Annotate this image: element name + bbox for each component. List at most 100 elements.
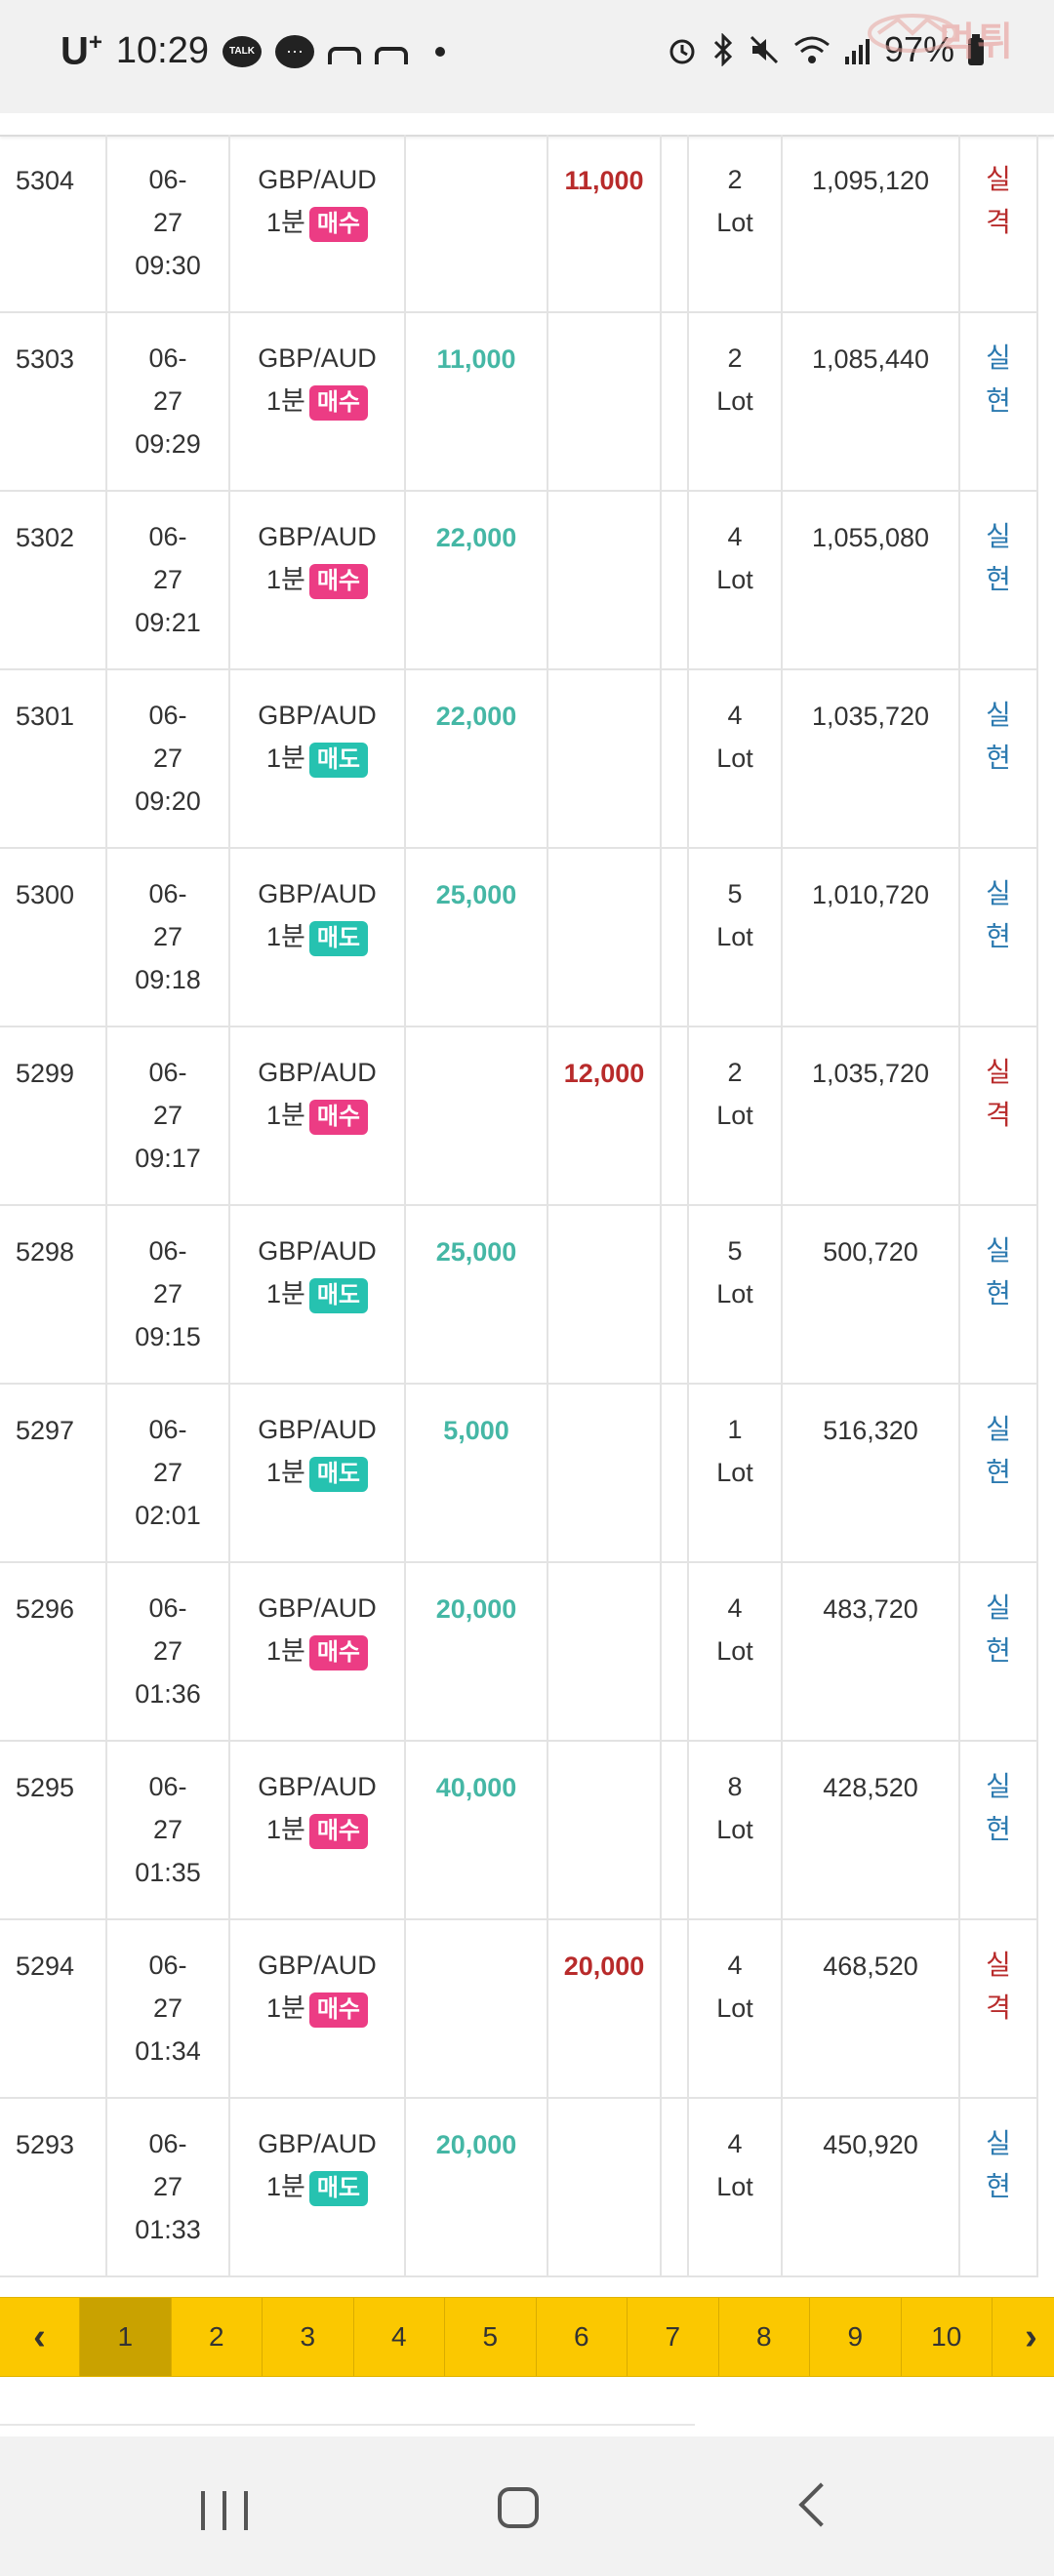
trade-time: 09:29 xyxy=(135,429,201,459)
pair-detail: 1분 매도 xyxy=(230,737,404,780)
result-char-2: 현 xyxy=(986,564,1011,594)
trade-datetime: 06- 27 09:18 xyxy=(107,849,230,1027)
lot-unit: Lot xyxy=(716,744,753,773)
trade-pair: GBP/AUD 1분 매수 xyxy=(230,135,406,313)
table-row: 5299 06- 27 09:17 GBP/AUD 1분 매수 12,000 2 Lot 1,035… xyxy=(0,1027,1054,1206)
page-button-10[interactable]: 10 xyxy=(902,2298,993,2376)
page-button-5[interactable]: 5 xyxy=(445,2298,537,2376)
date-month: 06- xyxy=(148,1236,187,1266)
table-row: 5300 06- 27 09:18 GBP/AUD 1분 매도 25,000 5 Lot 1,010… xyxy=(0,849,1054,1027)
date-month: 06- xyxy=(148,343,187,373)
pair-detail: 1분 매수 xyxy=(230,558,404,601)
loss-amount xyxy=(548,313,662,492)
date-month: 06- xyxy=(148,1593,187,1623)
lot-size: 4 Lot xyxy=(689,2099,783,2277)
currency-pair: GBP/AUD xyxy=(258,2129,377,2158)
buy-badge: 매수 xyxy=(308,1813,369,1849)
date-day: 27 xyxy=(152,208,183,237)
lot-count: 4 xyxy=(727,1951,743,1980)
result-char-2: 현 xyxy=(986,1635,1011,1666)
lot-unit: Lot xyxy=(716,922,753,951)
trade-time: 01:35 xyxy=(135,1858,201,1887)
trade-datetime: 06- 27 09:30 xyxy=(107,135,230,313)
sell-badge: 매도 xyxy=(308,742,369,778)
sell-badge: 매도 xyxy=(308,1277,369,1313)
watermark-logo: 먹튀 xyxy=(859,4,1044,64)
next-page-button[interactable]: › xyxy=(993,2298,1054,2376)
lot-size: 4 Lot xyxy=(689,670,783,849)
timeframe: 1분 xyxy=(265,1636,305,1666)
date-month: 06- xyxy=(148,1772,187,1801)
lot-size: 5 Lot xyxy=(689,1206,783,1385)
buy-badge: 매수 xyxy=(308,1634,369,1670)
date-month: 06- xyxy=(148,1415,187,1444)
buy-badge: 매수 xyxy=(308,1992,369,2028)
trade-datetime: 06- 27 09:20 xyxy=(107,670,230,849)
trade-pair: GBP/AUD 1분 매도 xyxy=(230,849,406,1027)
trade-number: 5298 xyxy=(0,1206,107,1385)
bluetooth-icon xyxy=(713,33,733,66)
pair-detail: 1분 매수 xyxy=(230,201,404,244)
profit-amount: 5,000 xyxy=(406,1385,548,1563)
page-button-7[interactable]: 7 xyxy=(628,2298,719,2376)
lot-count: 2 xyxy=(727,343,743,373)
status-left: U+ 10:29 TALK ··· xyxy=(61,29,445,73)
timeframe: 1분 xyxy=(265,1815,305,1844)
sell-badge: 매도 xyxy=(308,1456,369,1492)
pair-detail: 1분 매수 xyxy=(230,1630,404,1672)
date-day: 27 xyxy=(152,1279,183,1308)
date-day: 27 xyxy=(152,1101,183,1130)
trade-datetime: 06- 27 09:21 xyxy=(107,492,230,670)
lot-count: 4 xyxy=(727,2129,743,2158)
buy-badge: 매수 xyxy=(308,1099,369,1135)
table-row: 5301 06- 27 09:20 GBP/AUD 1분 매도 22,000 4 Lot 1,035… xyxy=(0,670,1054,849)
page-button-8[interactable]: 8 xyxy=(719,2298,810,2376)
table-row: 5304 06- 27 09:30 GBP/AUD 1분 매수 11,000 2 Lot 1,095… xyxy=(0,135,1054,313)
result-char-1: 실 xyxy=(986,342,1011,373)
profit-amount xyxy=(406,135,548,313)
buy-badge: 매수 xyxy=(308,384,369,421)
pair-detail: 1분 매도 xyxy=(230,1451,404,1494)
recent-apps-icon[interactable] xyxy=(201,2491,248,2530)
page-button-9[interactable]: 9 xyxy=(810,2298,902,2376)
result-char-1: 실 xyxy=(986,1414,1011,1444)
page-button-4[interactable]: 4 xyxy=(354,2298,445,2376)
page-button-6[interactable]: 6 xyxy=(537,2298,628,2376)
profit-amount: 22,000 xyxy=(406,492,548,670)
divider xyxy=(0,2424,695,2426)
result-char-1: 실 xyxy=(986,1057,1011,1087)
chat-icon: ··· xyxy=(275,34,314,68)
balance-amount: 428,520 xyxy=(783,1742,960,1920)
spacer-column xyxy=(662,849,689,1027)
balance-amount: 500,720 xyxy=(783,1206,960,1385)
result-char-1: 실 xyxy=(986,878,1011,908)
status-bar: U+ 10:29 TALK ··· 97% 먹튀 xyxy=(0,0,1054,113)
result-char-1: 실 xyxy=(986,521,1011,551)
trade-pair: GBP/AUD 1분 매수 xyxy=(230,1920,406,2099)
trade-pair: GBP/AUD 1분 매수 xyxy=(230,492,406,670)
page-button-1[interactable]: 1 xyxy=(80,2298,172,2376)
timeframe: 1분 xyxy=(265,208,305,237)
home-icon[interactable] xyxy=(498,2487,539,2528)
trade-number: 5294 xyxy=(0,1920,107,2099)
trade-number: 5303 xyxy=(0,313,107,492)
loss-amount xyxy=(548,1742,662,1920)
lot-unit: Lot xyxy=(716,1636,753,1666)
loss-amount xyxy=(548,492,662,670)
back-icon[interactable] xyxy=(798,2482,843,2527)
date-month: 06- xyxy=(148,879,187,908)
trade-time: 09:17 xyxy=(135,1144,201,1173)
page-button-3[interactable]: 3 xyxy=(263,2298,354,2376)
lot-unit: Lot xyxy=(716,1101,753,1130)
prev-page-button[interactable]: ‹ xyxy=(0,2298,80,2376)
timeframe: 1분 xyxy=(265,1101,305,1130)
result-char-1: 실 xyxy=(986,164,1011,194)
wifi-icon xyxy=(793,36,830,63)
page-button-2[interactable]: 2 xyxy=(172,2298,263,2376)
pair-detail: 1분 매도 xyxy=(230,2165,404,2208)
trade-datetime: 06- 27 01:35 xyxy=(107,1742,230,1920)
trade-datetime: 06- 27 01:36 xyxy=(107,1563,230,1742)
